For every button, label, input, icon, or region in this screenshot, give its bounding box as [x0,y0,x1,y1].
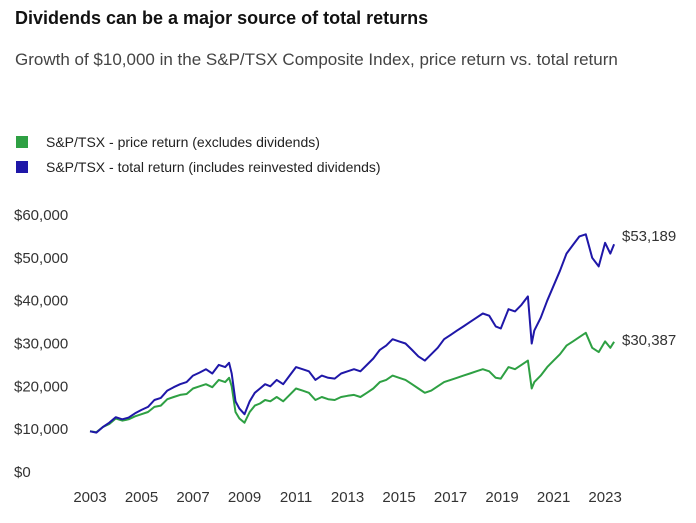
legend-label-price: S&P/TSX - price return (excludes dividen… [46,133,320,150]
x-tick-label: 2023 [588,489,621,506]
x-tick-label: 2019 [485,489,518,506]
y-tick-label: $20,000 [14,378,68,395]
x-tick-label: 2003 [73,489,106,506]
legend: S&P/TSX - price return (excludes dividen… [16,129,381,179]
y-tick-label: $30,000 [14,336,68,353]
y-tick-label: $40,000 [14,293,68,310]
legend-label-total: S&P/TSX - total return (includes reinves… [46,158,381,175]
x-tick-label: 2007 [176,489,209,506]
x-tick-label: 2017 [434,489,467,506]
y-tick-label: $60,000 [14,207,68,224]
x-tick-label: 2015 [382,489,415,506]
price-return-line [89,331,615,434]
total-return-line [89,233,616,434]
y-tick-label: $0 [14,464,31,481]
end-label-total: $53,189 [622,228,676,245]
legend-item-price: S&P/TSX - price return (excludes dividen… [16,129,381,154]
chart-title: Dividends can be a major source of total… [15,8,429,28]
x-tick-label: 2009 [228,489,261,506]
x-tick-label: 2021 [537,489,570,506]
chart-subtitle: Growth of $10,000 in the S&P/TSX Composi… [15,50,618,69]
x-tick-label: 2011 [280,489,312,506]
legend-swatch-price [16,135,28,148]
x-tick-label: 2013 [331,489,364,506]
x-tick-label: 2005 [125,489,158,506]
y-tick-label: $10,000 [14,421,68,438]
legend-swatch-total [16,160,28,173]
y-tick-label: $50,000 [14,250,68,267]
legend-item-total: S&P/TSX - total return (includes reinves… [16,154,381,179]
end-label-price: $30,387 [622,332,676,349]
